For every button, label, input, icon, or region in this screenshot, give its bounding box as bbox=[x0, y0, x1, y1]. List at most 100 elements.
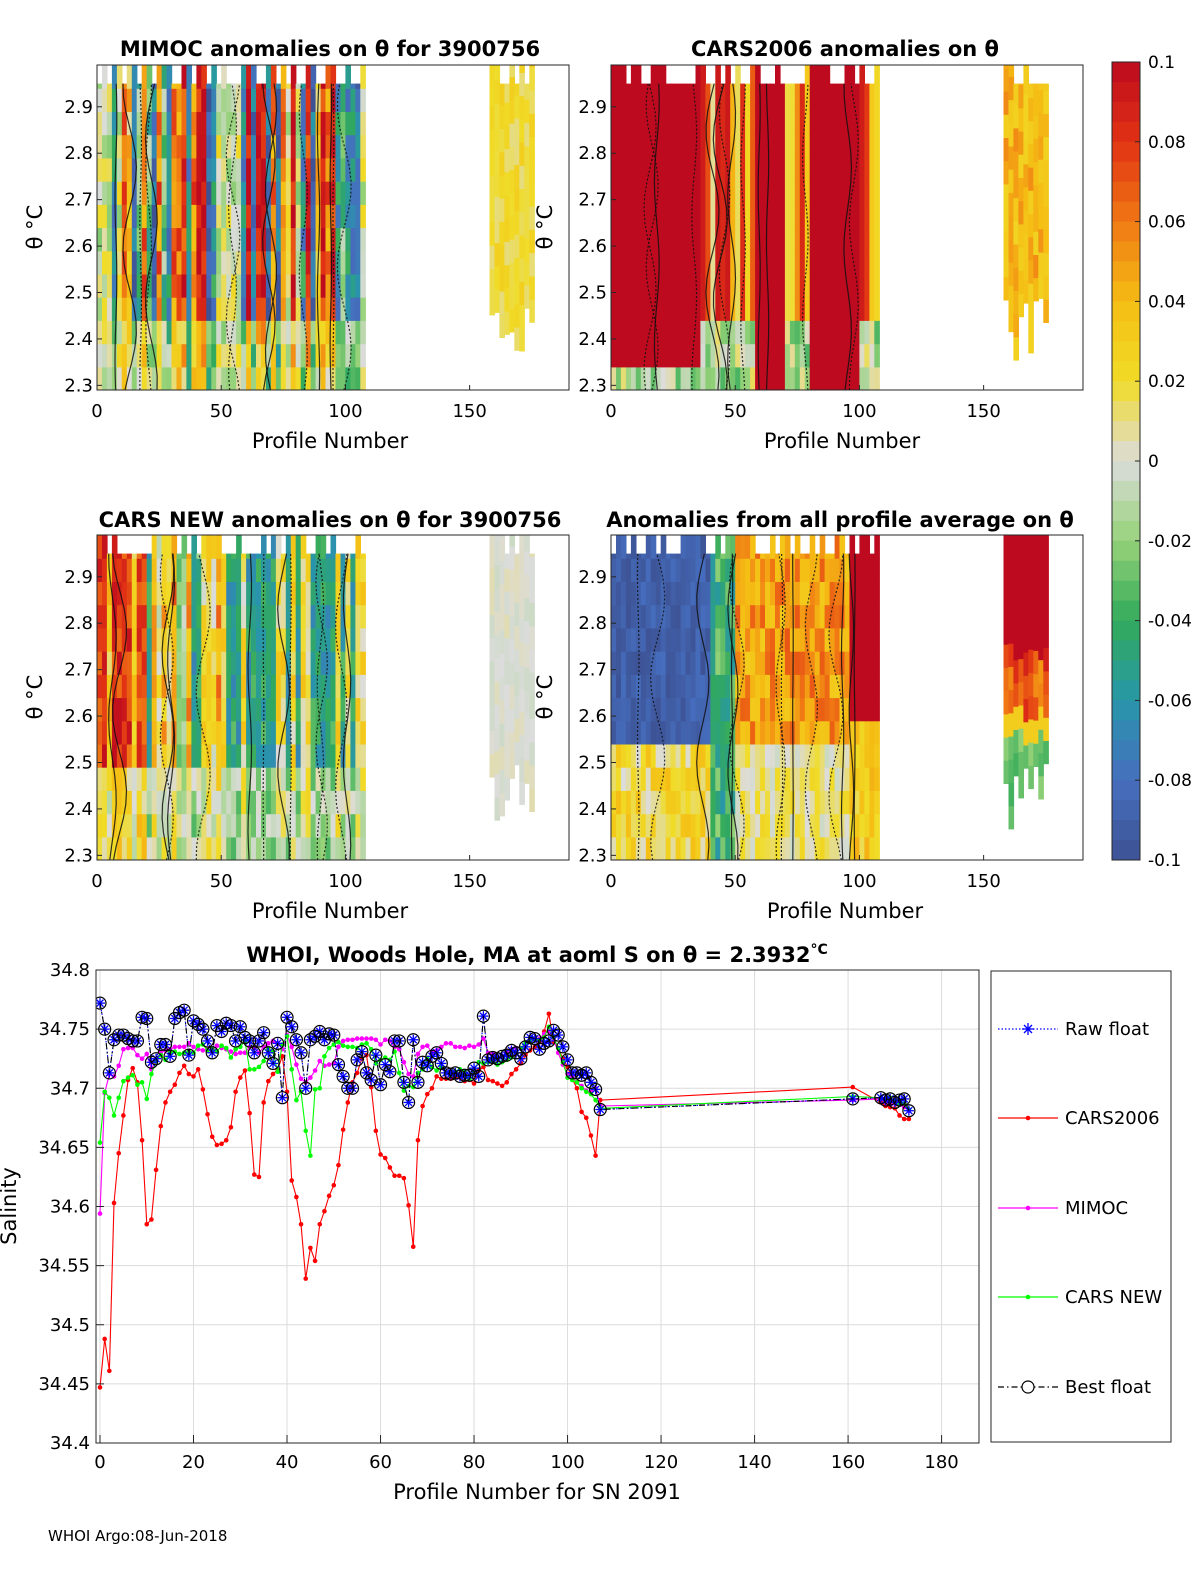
heatmap-cell bbox=[829, 88, 836, 112]
heatmap-cell bbox=[519, 711, 525, 736]
heatmap-cell bbox=[874, 134, 880, 159]
heatmap-cell bbox=[849, 674, 856, 699]
heatmap-cell bbox=[650, 343, 657, 368]
heatmap-cell bbox=[760, 157, 766, 182]
heatmap-cell bbox=[779, 83, 786, 89]
heatmap-cell bbox=[705, 697, 711, 722]
heatmap-cell bbox=[620, 790, 627, 815]
heatmap-cell bbox=[804, 227, 811, 252]
heatmap-cell bbox=[799, 813, 806, 838]
heatmap-cell bbox=[824, 320, 831, 345]
data-point bbox=[149, 1217, 154, 1222]
heatmap-cell bbox=[715, 134, 721, 159]
heatmap-cell bbox=[1008, 285, 1015, 309]
heatmap-cell bbox=[685, 88, 692, 112]
heatmap-cell bbox=[256, 273, 262, 298]
heatmap-cell bbox=[251, 813, 257, 838]
heatmap-cell bbox=[102, 604, 108, 629]
heatmap-cell bbox=[116, 273, 123, 298]
heatmap-cell bbox=[499, 105, 505, 130]
heatmap-cell bbox=[171, 651, 178, 675]
heatmap-cell bbox=[755, 204, 761, 229]
heatmap-cell bbox=[181, 157, 188, 182]
heatmap-cell bbox=[350, 743, 356, 768]
heatmap-cell bbox=[750, 767, 756, 791]
heatmap-cell bbox=[1018, 774, 1024, 799]
heatmap-cell bbox=[514, 303, 520, 328]
heatmap-cell bbox=[650, 813, 657, 838]
heatmap-cell bbox=[1003, 713, 1010, 738]
heatmap-cell bbox=[509, 146, 515, 170]
heatmap-cell bbox=[141, 790, 148, 815]
heatmap-cell bbox=[360, 366, 366, 390]
heatmap-cell bbox=[146, 204, 153, 229]
heatmap-cell bbox=[265, 65, 272, 89]
colorbar-tick-label: 0.08 bbox=[1148, 133, 1186, 153]
heatmap-cell bbox=[1008, 238, 1015, 263]
heatmap-cell bbox=[121, 767, 128, 791]
data-point bbox=[336, 1039, 341, 1045]
heatmap-cell bbox=[770, 134, 776, 159]
heatmap-cell bbox=[620, 273, 627, 298]
heatmap-cell bbox=[616, 366, 622, 390]
heatmap-cell bbox=[660, 674, 667, 699]
heatmap-cell bbox=[489, 753, 496, 778]
heatmap-cell bbox=[310, 581, 317, 606]
data-point bbox=[242, 1050, 248, 1056]
heatmap-cell bbox=[176, 157, 183, 182]
heatmap-cell bbox=[509, 192, 515, 217]
heatmap-cell bbox=[524, 551, 530, 575]
heatmap-cell bbox=[489, 198, 496, 223]
data-point bbox=[298, 1076, 304, 1082]
heatmap-cell bbox=[136, 181, 143, 205]
heatmap-cell bbox=[221, 558, 227, 582]
heatmap-cell bbox=[221, 581, 227, 606]
heatmap-cell bbox=[1023, 210, 1029, 234]
heatmap-cell bbox=[670, 83, 677, 89]
data-point bbox=[354, 1070, 360, 1076]
heatmap-cell bbox=[335, 250, 342, 275]
heatmap-cell bbox=[809, 674, 816, 699]
heatmap-cell bbox=[345, 343, 351, 368]
heatmap-cell bbox=[360, 111, 366, 136]
contour-line bbox=[757, 83, 761, 390]
heatmap-cell bbox=[236, 767, 242, 791]
heatmap-cell bbox=[519, 734, 525, 759]
heatmap-cell bbox=[111, 157, 118, 182]
heatmap-cell bbox=[864, 767, 870, 791]
heatmap-cell bbox=[655, 697, 662, 722]
contour-line bbox=[792, 553, 794, 860]
heatmap-cell bbox=[779, 88, 786, 112]
heatmap-cell bbox=[775, 297, 781, 321]
heatmap-cell bbox=[350, 181, 356, 205]
heatmap-cell bbox=[779, 604, 786, 629]
heatmap-cell bbox=[136, 697, 143, 722]
data-point bbox=[495, 1081, 500, 1086]
data-point bbox=[471, 1044, 477, 1050]
heatmap-cell bbox=[330, 558, 337, 582]
heatmap-cell bbox=[325, 697, 332, 722]
heatmap-cell bbox=[285, 836, 292, 860]
contour-line bbox=[332, 83, 335, 390]
heatmap-cell bbox=[241, 273, 247, 298]
heatmap-cell bbox=[859, 813, 865, 838]
heatmap-cell bbox=[325, 157, 332, 182]
heatmap-cell bbox=[270, 273, 277, 298]
heatmap-cell bbox=[775, 134, 781, 159]
heatmap-cell bbox=[186, 250, 192, 275]
heatmap-cell bbox=[285, 320, 292, 345]
heatmap-cell bbox=[216, 674, 222, 699]
heatmap-cell bbox=[625, 343, 632, 368]
heatmap-cell bbox=[824, 674, 831, 699]
heatmap-cell bbox=[670, 558, 677, 582]
legend-item-raw-float: Raw float bbox=[998, 1019, 1149, 1040]
x-tick-label: 50 bbox=[210, 871, 233, 892]
heatmap-cell bbox=[290, 88, 297, 112]
heatmap-cell bbox=[720, 604, 726, 629]
data-point bbox=[420, 1044, 425, 1050]
heatmap-cell bbox=[710, 674, 716, 699]
heatmap-cell bbox=[350, 204, 356, 229]
heatmap-cell bbox=[675, 790, 682, 815]
heatmap-cell bbox=[315, 627, 322, 652]
heatmap-cell bbox=[869, 297, 875, 321]
